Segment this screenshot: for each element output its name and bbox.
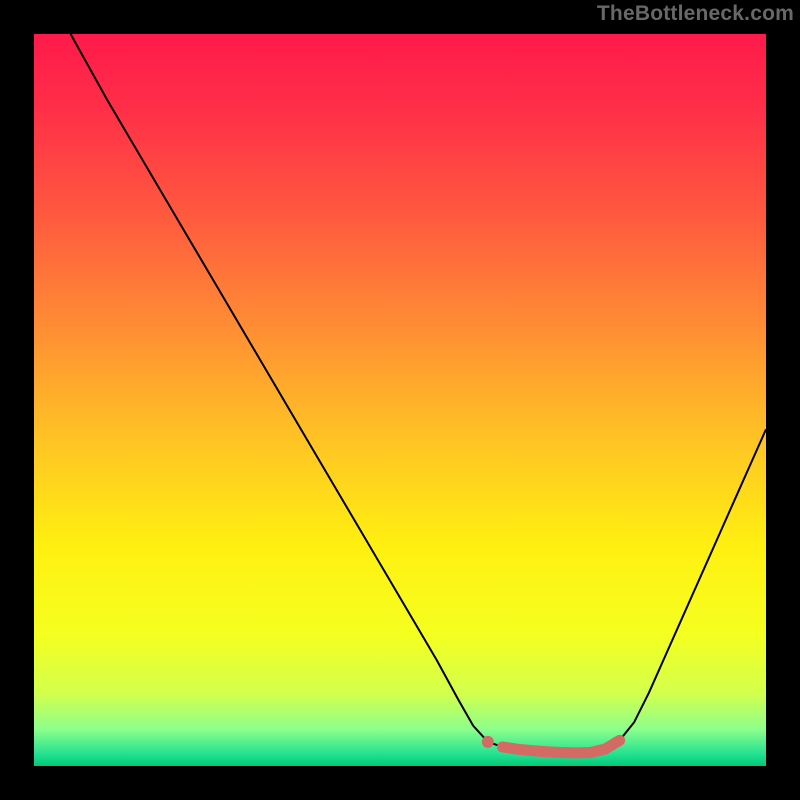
plot-background-gradient (34, 34, 766, 766)
attribution-label: TheBottleneck.com (597, 2, 794, 26)
bottleneck-chart (0, 0, 800, 800)
optimal-start-marker (482, 736, 494, 748)
chart-container: TheBottleneck.com (0, 0, 800, 800)
